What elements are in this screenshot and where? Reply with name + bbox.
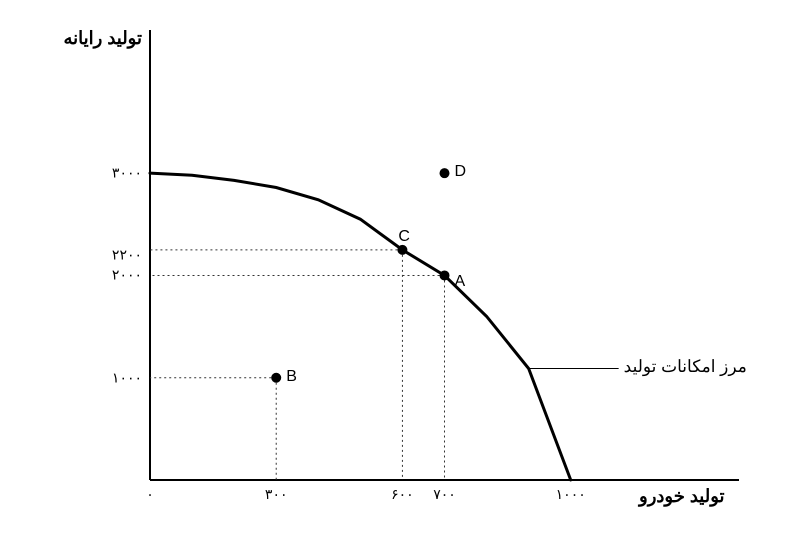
- point-label-d: D: [455, 163, 467, 181]
- x-tick-label: ۳۰۰: [265, 486, 288, 503]
- y-axis-label: تولید رایانه: [63, 28, 142, 49]
- x-axis-label: تولید خودرو: [639, 486, 725, 507]
- y-tick-label: ۱۰۰۰: [112, 369, 142, 386]
- x-tick-label: ۷۰۰: [433, 486, 456, 503]
- point-label-c: C: [398, 228, 410, 246]
- point-label-a: A: [455, 273, 466, 291]
- x-tick-label: ۱۰۰۰: [556, 486, 586, 503]
- ppf-chart: تولید رایانه تولید خودرو مرز امکانات تول…: [0, 0, 789, 540]
- x-tick-label: ۶۰۰: [391, 486, 414, 503]
- frontier-label: مرز امکانات تولید: [624, 357, 747, 377]
- point-label-b: B: [286, 368, 297, 386]
- y-tick-label: ۲۲۰۰: [112, 247, 142, 264]
- x-tick-label: ۰: [146, 486, 154, 503]
- y-tick-label: ۲۰۰۰: [112, 267, 142, 284]
- y-tick-label: ۳۰۰۰: [112, 165, 142, 182]
